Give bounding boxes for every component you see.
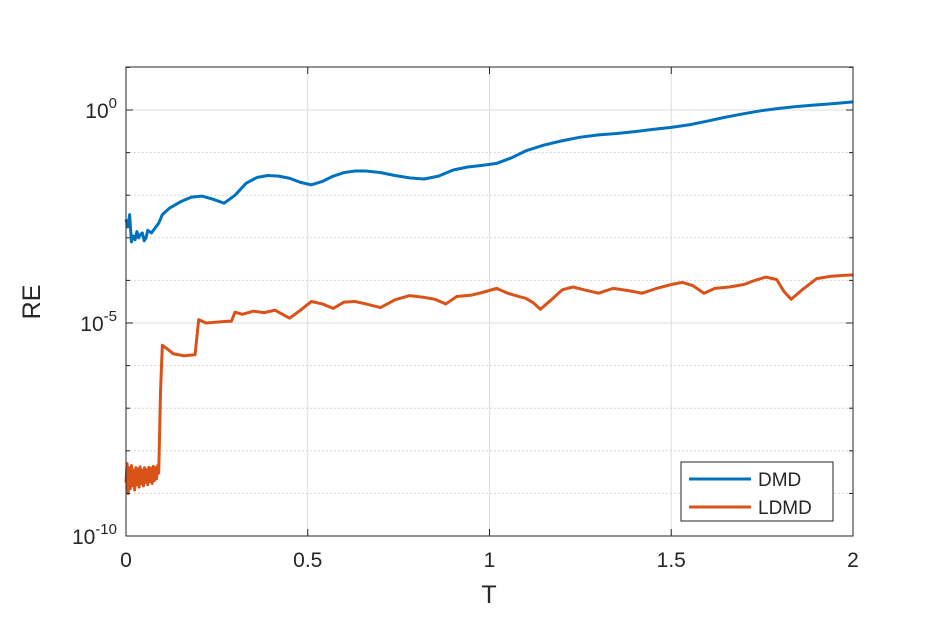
legend-box <box>680 461 834 522</box>
series-group <box>124 100 854 495</box>
tick-labels: 0 0.5 1 1.5 2 100 10-5 10-10 <box>72 95 859 572</box>
x-axis-label: T <box>481 581 496 609</box>
x-tick-label: 1 <box>484 549 496 572</box>
y-tick-label: 10-5 <box>80 308 117 336</box>
legend-label-dmd: DMD <box>758 470 801 491</box>
ticks <box>125 66 854 537</box>
legend-label-ldmd: LDMD <box>758 498 812 519</box>
x-tick-label: 0.5 <box>293 549 322 572</box>
series-line-ldmd <box>124 273 854 495</box>
x-tick-label: 2 <box>847 549 859 572</box>
x-tick-label: 0 <box>120 549 132 572</box>
x-tick-label: 1.5 <box>657 549 686 572</box>
legend: DMD LDMD <box>680 461 834 522</box>
y-axis-label: RE <box>18 285 46 320</box>
y-tick-label: 10-10 <box>72 521 117 549</box>
y-tick-label: 100 <box>85 95 117 123</box>
series-line-dmd <box>124 100 854 244</box>
